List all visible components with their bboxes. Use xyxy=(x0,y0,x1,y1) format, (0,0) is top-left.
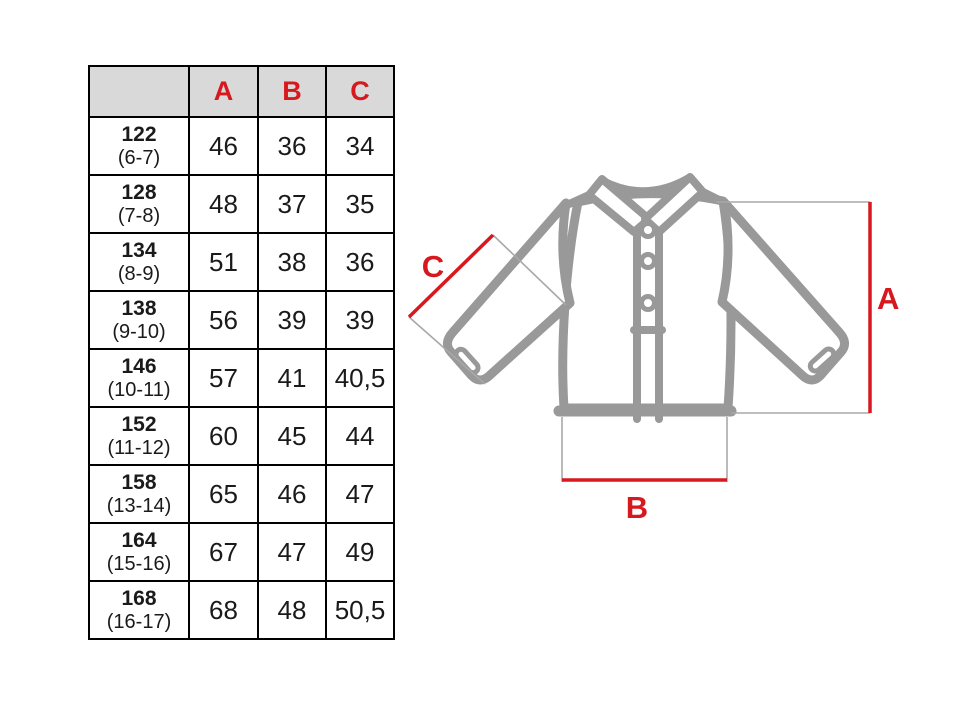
age-range: (13-14) xyxy=(106,494,172,517)
age-range: (8-9) xyxy=(117,262,161,285)
button-icon xyxy=(639,221,657,239)
table-row: 152 (11-12) 60 45 44 xyxy=(88,406,395,466)
value-a: 65 xyxy=(188,464,259,524)
shirt-collar-right xyxy=(641,173,707,236)
table-row: 146 (10-11) 57 41 40,5 xyxy=(88,348,395,408)
age-range: (9-10) xyxy=(112,320,166,343)
size-number: 138 xyxy=(121,297,157,321)
value-b: 37 xyxy=(257,174,327,234)
measure-line-c xyxy=(407,233,495,319)
size-number: 168 xyxy=(121,587,157,611)
value-a: 68 xyxy=(188,580,259,640)
value-c: 44 xyxy=(325,406,395,466)
table-row: 168 (16-17) 68 48 50,5 xyxy=(88,580,395,640)
value-c: 35 xyxy=(325,174,395,234)
size-table: A B C 122 (6-7) 46 36 34 128 (7-8) 48 xyxy=(88,65,395,640)
measure-label-c: C xyxy=(422,249,444,284)
value-a: 57 xyxy=(188,348,259,408)
size-label-cell: 134 (8-9) xyxy=(88,232,190,292)
table-row: 128 (7-8) 48 37 35 xyxy=(88,174,395,234)
shirt-placket xyxy=(630,218,666,423)
size-label-cell: 164 (15-16) xyxy=(88,522,190,582)
value-a: 56 xyxy=(188,290,259,350)
size-number: 152 xyxy=(121,413,157,437)
value-a: 67 xyxy=(188,522,259,582)
measurement-labels: A B C xyxy=(422,249,900,525)
size-label-cell: 122 (6-7) xyxy=(88,116,190,176)
table-row: 164 (15-16) 67 47 49 xyxy=(88,522,395,582)
age-range: (10-11) xyxy=(107,378,171,401)
shirt-right-sleeve xyxy=(717,197,849,385)
value-c: 47 xyxy=(325,464,395,524)
value-c: 34 xyxy=(325,116,395,176)
value-c: 49 xyxy=(325,522,395,582)
table-row: 138 (9-10) 56 39 39 xyxy=(88,290,395,350)
size-label-cell: 158 (13-14) xyxy=(88,464,190,524)
value-b: 38 xyxy=(257,232,327,292)
table-row: 134 (8-9) 51 38 36 xyxy=(88,232,395,292)
value-c: 39 xyxy=(325,290,395,350)
size-number: 146 xyxy=(121,355,157,379)
shirt-collar-left xyxy=(585,175,653,236)
size-label-cell: 146 (10-11) xyxy=(88,348,190,408)
shirt-left-sleeve xyxy=(443,198,575,385)
guide-c-upper xyxy=(492,234,567,306)
corner-cell xyxy=(88,65,190,118)
right-cuff-slot xyxy=(807,346,837,374)
column-header-c: C xyxy=(325,65,395,118)
measure-label-b: B xyxy=(626,490,648,525)
table-row: 158 (13-14) 65 46 47 xyxy=(88,464,395,524)
age-range: (7-8) xyxy=(117,204,161,227)
value-a: 51 xyxy=(188,232,259,292)
value-a: 46 xyxy=(188,116,259,176)
value-b: 39 xyxy=(257,290,327,350)
value-b: 46 xyxy=(257,464,327,524)
size-number: 128 xyxy=(121,181,157,205)
size-label-cell: 138 (9-10) xyxy=(88,290,190,350)
size-number: 134 xyxy=(121,239,157,263)
value-b: 36 xyxy=(257,116,327,176)
shirt-shoulder-seams xyxy=(563,188,727,209)
value-a: 48 xyxy=(188,174,259,234)
column-header-a: A xyxy=(188,65,259,118)
shirt-drawing xyxy=(443,173,849,423)
value-b: 45 xyxy=(257,406,327,466)
value-b: 48 xyxy=(257,580,327,640)
size-number: 122 xyxy=(121,123,157,147)
value-a: 60 xyxy=(188,406,259,466)
value-b: 47 xyxy=(257,522,327,582)
value-b: 41 xyxy=(257,348,327,408)
size-number: 158 xyxy=(121,471,157,495)
value-c: 36 xyxy=(325,232,395,292)
size-label-cell: 152 (11-12) xyxy=(88,406,190,466)
button-icon xyxy=(639,252,657,270)
size-number: 164 xyxy=(121,529,157,553)
age-range: (11-12) xyxy=(107,436,171,459)
table-header-row: A B C xyxy=(88,65,395,118)
age-range: (6-7) xyxy=(117,146,161,169)
guide-c-lower xyxy=(408,316,486,385)
measurement-lines xyxy=(407,202,872,482)
age-range: (16-17) xyxy=(106,610,172,633)
size-label-cell: 168 (16-17) xyxy=(88,580,190,640)
value-c: 50,5 xyxy=(325,580,395,640)
value-c: 40,5 xyxy=(325,348,395,408)
age-range: (15-16) xyxy=(106,552,172,575)
button-icon xyxy=(639,294,657,312)
measurement-guides xyxy=(408,201,870,482)
table-row: 122 (6-7) 46 36 34 xyxy=(88,116,395,176)
size-label-cell: 128 (7-8) xyxy=(88,174,190,234)
measure-label-a: A xyxy=(877,281,899,316)
column-header-b: B xyxy=(257,65,327,118)
